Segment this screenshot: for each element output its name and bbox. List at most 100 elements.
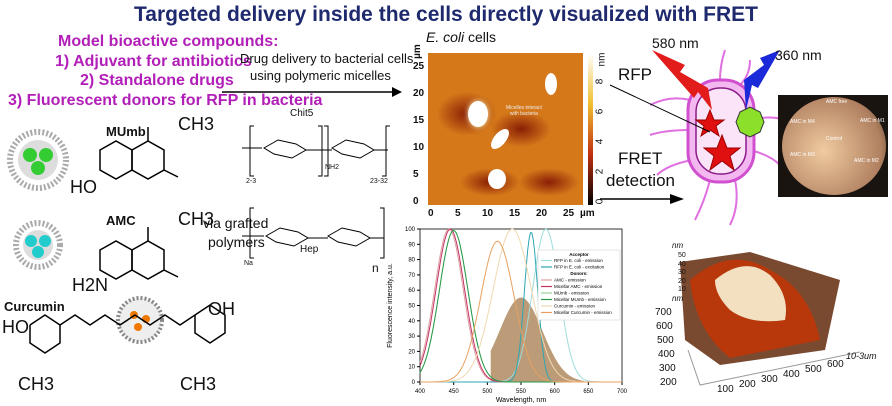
afm-ytick: 20: [413, 88, 425, 99]
x-tick-label: 650: [583, 389, 594, 395]
afm-title: E. coli cells: [426, 29, 496, 45]
afm-image: Micelles interact with bacteria: [428, 53, 583, 205]
coumarin-structure: [29, 127, 226, 354]
z-unit: nm: [672, 241, 684, 250]
molecules-drawing: [7, 127, 226, 354]
legend-entry: Curcumin - emission: [554, 304, 596, 309]
y-unit: nm: [672, 294, 684, 303]
fret-bacterium-drawing: [649, 49, 786, 226]
z-tick: 10: [678, 286, 686, 293]
legend-entry: MUmb - emission: [554, 291, 590, 296]
delivery-arrow-icon: [222, 87, 402, 97]
hep-n: n: [372, 261, 379, 275]
plate-label: AMC in M1: [860, 118, 885, 124]
amc-label: AMC: [106, 213, 136, 228]
x-tick: 300: [761, 374, 778, 385]
y-tick: 200: [660, 377, 677, 388]
z-tick: 30: [678, 269, 686, 276]
y-tick-label: 30: [408, 334, 415, 340]
blue-lightning-icon: [744, 50, 780, 110]
rfp-star-icon: [694, 108, 726, 138]
polymer-structures: [242, 125, 390, 259]
y-tick: 300: [659, 363, 676, 374]
legend-entry: Micellar MUmb - emission: [554, 297, 606, 302]
x-tick-label: 600: [550, 389, 561, 395]
fret-label: FRET: [618, 149, 663, 168]
plate-label: AMC in M4: [790, 119, 815, 125]
colorbar-tick: 0: [594, 198, 606, 205]
wavelength-580-label: 580 nm: [652, 35, 699, 51]
x-tick: 500: [805, 364, 822, 375]
plate-label: AMC free: [826, 99, 848, 105]
y-tick: 600: [656, 321, 673, 332]
y-tick-label: 10: [408, 365, 415, 371]
x-tick: 400: [783, 369, 800, 380]
y-tick-label: 60: [408, 288, 415, 294]
amc-h2n: H2N: [72, 275, 109, 295]
afm-xtick: 25: [563, 208, 575, 219]
amc-ch3: CH3: [178, 209, 215, 229]
z-tick: 40: [678, 260, 686, 268]
chit-sub-1: 2-3: [246, 178, 257, 185]
colorbar-unit: nm: [596, 52, 608, 67]
x-tick-label: 550: [516, 389, 527, 395]
overlap-area: [490, 297, 585, 382]
micelle-mumb-icon: [7, 129, 69, 191]
afm-ytick: 10: [413, 142, 425, 153]
y-axis-label: Fluorescence intensity, a.u.: [387, 263, 394, 348]
legend-entry: RFP in E. coli - emission: [554, 258, 603, 263]
detection-label: detection: [606, 171, 675, 190]
annotation-line-2: with bacteria: [509, 111, 538, 117]
annotation-line-1: Micelles interact: [506, 105, 542, 111]
donor-octagon-icon: [735, 106, 765, 138]
x-tick: 600: [827, 359, 844, 370]
curcumin-ho-left: HO: [2, 317, 29, 337]
x-tick: 200: [739, 379, 756, 390]
hep-label: Hep: [300, 244, 319, 255]
z-tick: 20: [678, 277, 686, 285]
delivery-text-2: using polymeric micelles: [250, 68, 391, 83]
plate-label: AMC in M2: [854, 158, 879, 164]
y-tick-label: 70: [408, 273, 415, 279]
afm-x-unit: µm: [580, 208, 595, 219]
red-lightning-icon: [652, 50, 712, 110]
colorbar-tick: 2: [594, 168, 606, 175]
curcumin-ch3-right: CH3: [180, 374, 217, 394]
y-tick-label: 20: [408, 349, 415, 355]
colorbar-tick: 4: [594, 138, 606, 145]
compound-role-1: 1) Adjuvant for antibiotics: [55, 53, 252, 70]
afm-title-italic: E. coli: [426, 29, 465, 45]
legend-entry: Micellar AMC - emission: [554, 284, 603, 289]
petri-plate-photo: AMC free AMC in M4 AMC in M1 Control AMC in …: [778, 95, 888, 197]
afm-xtick: 20: [536, 208, 548, 219]
afm-3d-surface: [680, 252, 860, 386]
z-tick: 50: [678, 252, 686, 259]
afm-y-unit: µm: [411, 44, 423, 59]
detection-arrow-icon: [600, 194, 684, 204]
micelle-amc-icon: [13, 220, 63, 270]
afm-ytick: 0: [413, 196, 419, 207]
bacterium-3: [545, 73, 557, 95]
afm-xtick: 15: [509, 208, 521, 219]
mumb-ho: HO: [70, 177, 97, 197]
legend-entry: Micellar Curcumin - emission: [554, 310, 612, 315]
x-tick: 100: [717, 384, 734, 395]
legend-entry: AMC - emission: [554, 278, 586, 283]
y-tick-label: 100: [405, 227, 416, 233]
curcumin-ch3-left: CH3: [18, 374, 55, 394]
legend-entry: RFP in E. coli - excitation: [554, 265, 605, 270]
afm-ytick: 5: [413, 169, 419, 180]
curcumin-oh-right: OH: [208, 299, 235, 319]
micelle-curcumin-icon: [116, 296, 164, 344]
series-line-7: [420, 240, 622, 383]
rfp-label: RFP: [618, 65, 652, 84]
via-grafted-text: via grafted: [203, 215, 269, 231]
y-tick: 400: [658, 349, 675, 360]
y-tick: 500: [657, 335, 674, 346]
plate-label: Control: [826, 136, 843, 142]
y-tick-label: 90: [408, 242, 415, 248]
colorbar-tick: 6: [594, 108, 606, 115]
curcumin-label: Curcumin: [4, 299, 65, 314]
delivery-text-1: Drug delivery to bacterial cells: [240, 51, 414, 66]
chit-sub-2: 23-32: [370, 178, 388, 185]
